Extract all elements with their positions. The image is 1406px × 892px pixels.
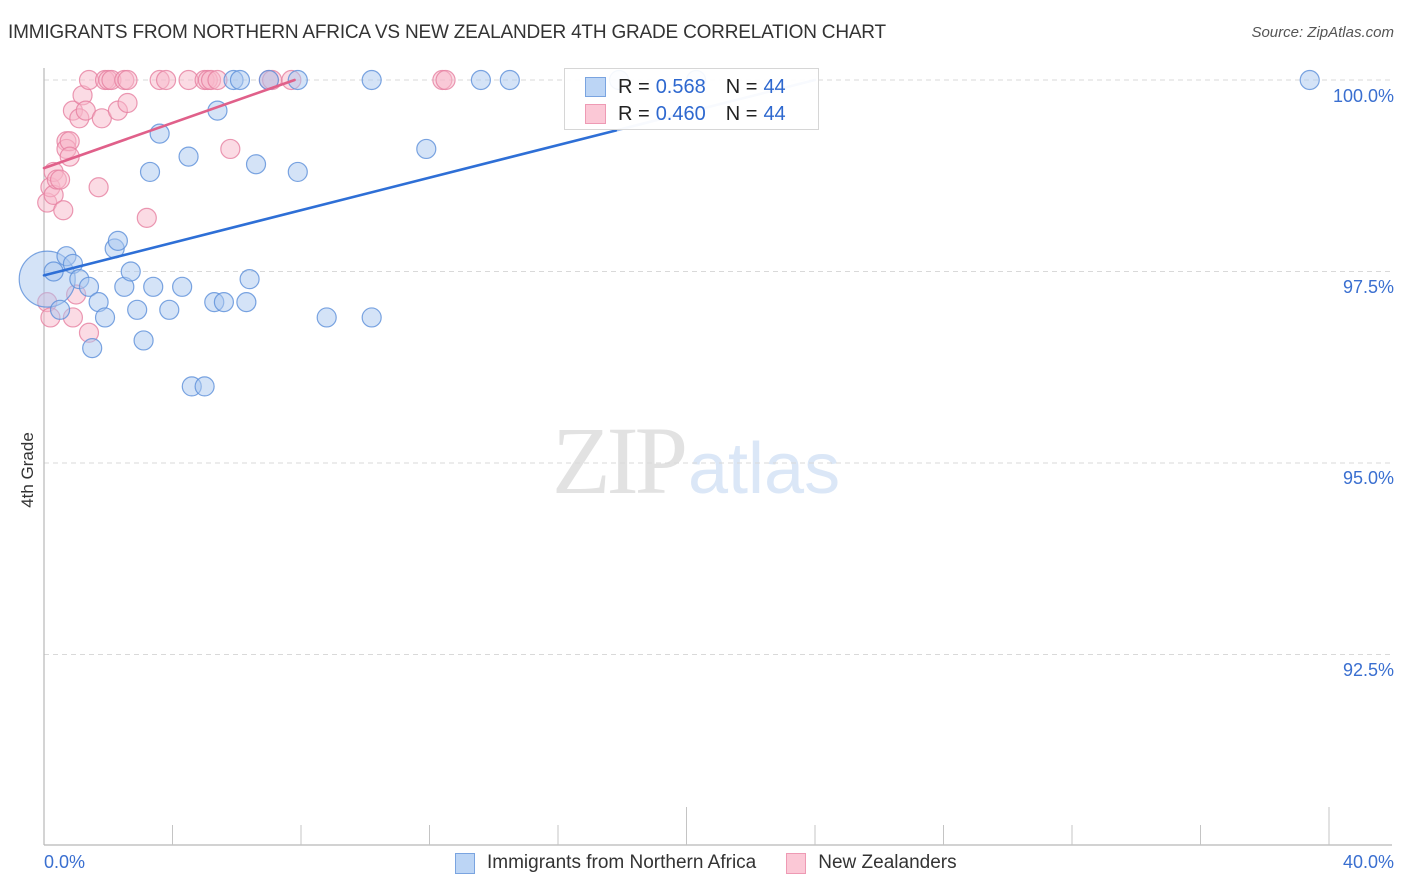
data-point[interactable]	[94, 307, 116, 328]
correlation-legend: R = 0.568 N = 44 R = 0.460 N = 44	[564, 68, 819, 130]
data-point[interactable]	[316, 307, 337, 328]
data-point[interactable]	[287, 69, 308, 91]
data-point[interactable]	[435, 69, 456, 91]
data-point[interactable]	[143, 276, 164, 297]
data-point[interactable]	[117, 92, 138, 114]
blue-swatch-icon	[455, 852, 475, 874]
legend-label: Immigrants from Northern Africa	[487, 852, 757, 873]
data-point[interactable]	[155, 69, 177, 91]
legend-row-northern-africa: R = 0.568 N = 44	[585, 74, 786, 100]
data-point[interactable]	[82, 338, 103, 359]
data-point[interactable]	[159, 299, 180, 320]
data-point[interactable]	[416, 138, 437, 160]
x-tick-max: 40.0%	[1342, 852, 1394, 872]
data-point[interactable]	[213, 292, 234, 313]
data-point[interactable]	[194, 376, 215, 397]
pink-swatch-icon	[585, 104, 606, 124]
data-point[interactable]	[361, 307, 382, 328]
data-point[interactable]	[139, 161, 161, 183]
data-point[interactable]	[287, 161, 308, 183]
legend-item-new-zealanders[interactable]: New Zealanders	[786, 852, 957, 874]
y-axis-label: 4th Grade	[18, 432, 37, 508]
data-point[interactable]	[172, 276, 193, 297]
y-tick-100: 100.0%	[1332, 86, 1394, 106]
data-point[interactable]	[236, 292, 257, 313]
data-point[interactable]	[136, 207, 157, 228]
legend-row-new-zealanders: R = 0.460 N = 44	[585, 101, 786, 127]
data-point[interactable]	[78, 276, 100, 297]
n-label: N =	[725, 75, 758, 98]
data-point[interactable]	[229, 69, 251, 91]
n-value: 44	[763, 102, 786, 125]
x-tick-min: 0.0%	[44, 852, 86, 872]
y-tick-97-5: 97.5%	[1342, 277, 1394, 297]
pink-swatch-icon	[786, 852, 807, 874]
r-value: 0.460	[655, 102, 706, 125]
chart-title: IMMIGRANTS FROM NORTHERN AFRICA VS NEW Z…	[8, 22, 886, 43]
data-point[interactable]	[470, 69, 491, 91]
data-point[interactable]	[239, 269, 260, 290]
data-point[interactable]	[107, 230, 128, 251]
data-point[interactable]	[49, 299, 71, 320]
axes	[43, 68, 1392, 846]
r-label: R =	[618, 75, 650, 98]
legend-label: New Zealanders	[818, 852, 957, 873]
data-point[interactable]	[1299, 69, 1320, 91]
data-point[interactable]	[499, 69, 520, 91]
data-point[interactable]	[53, 200, 74, 221]
data-point[interactable]	[120, 261, 141, 282]
series-northern-africa-points	[18, 69, 1320, 397]
legend-item-northern-africa[interactable]: Immigrants from Northern Africa	[455, 852, 756, 874]
northern-africa-trendline	[42, 129, 618, 277]
data-point[interactable]	[361, 69, 382, 91]
data-point[interactable]	[117, 69, 138, 91]
n-value: 44	[763, 75, 786, 98]
new-zealanders-trendline	[42, 78, 296, 170]
data-point[interactable]	[245, 154, 267, 175]
n-label: N =	[725, 102, 758, 125]
data-point[interactable]	[133, 330, 154, 351]
data-point[interactable]	[220, 138, 241, 160]
y-tick-92-5: 92.5%	[1342, 660, 1394, 680]
blue-swatch-icon	[585, 77, 606, 97]
series-legend: Immigrants from Northern Africa New Zeal…	[455, 852, 987, 874]
data-point[interactable]	[127, 299, 148, 320]
r-value: 0.568	[655, 75, 706, 98]
y-tick-95: 95.0%	[1342, 468, 1394, 488]
data-point[interactable]	[178, 146, 199, 167]
x-axis-ticks	[172, 807, 1330, 845]
data-point[interactable]	[49, 169, 71, 190]
r-label: R =	[618, 102, 650, 125]
data-point[interactable]	[88, 177, 109, 198]
source-label: Source: ZipAtlas.com	[1251, 24, 1394, 41]
